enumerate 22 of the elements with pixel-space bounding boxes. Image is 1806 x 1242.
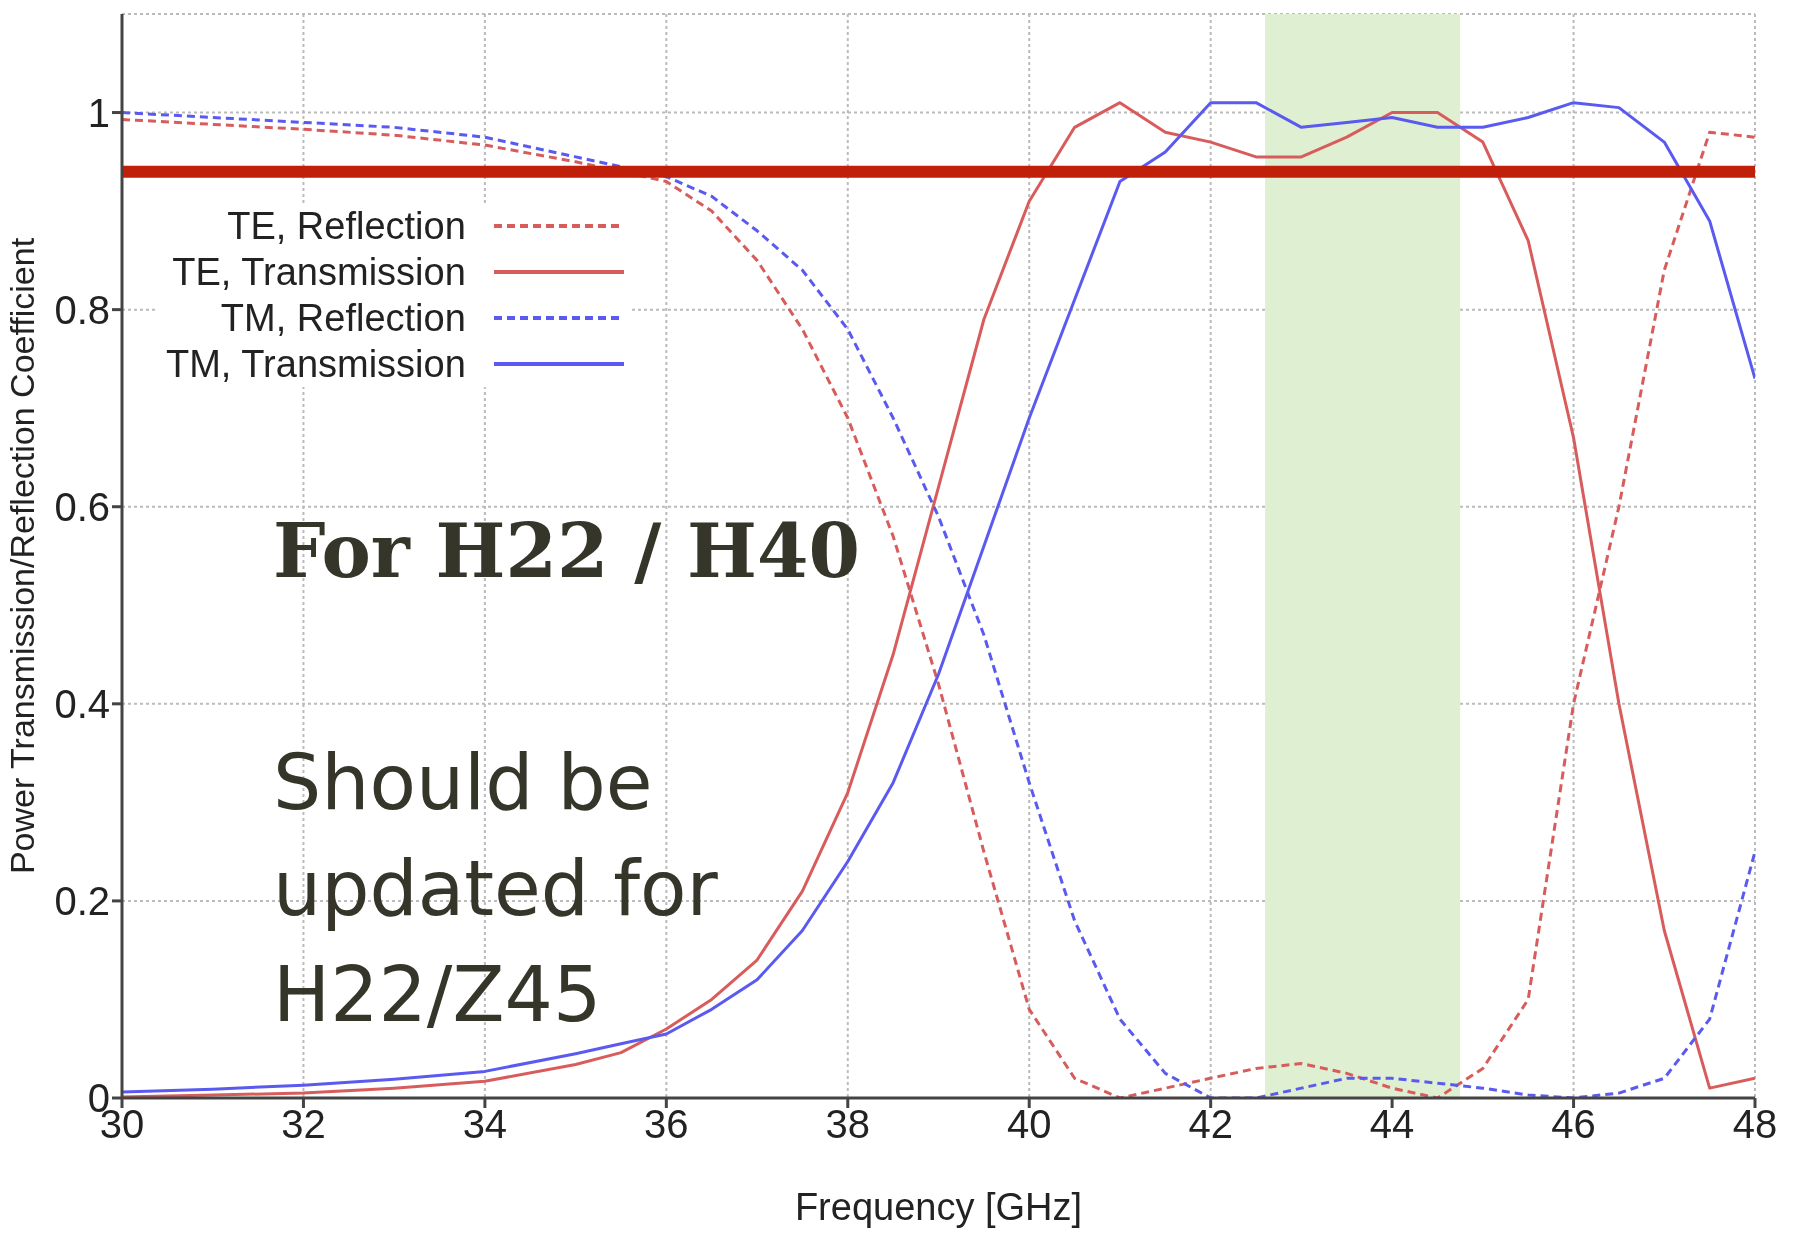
y-axis-title: Power Transmission/Reflection Coefficient [3, 237, 42, 875]
x-tick-label: 38 [825, 1102, 871, 1147]
annotation: Should be updated for H22/Z45 [273, 737, 719, 1041]
x-tick-label: 36 [644, 1102, 689, 1147]
legend-label: TM, Transmission [166, 342, 466, 386]
y-tick-label: 0.8 [54, 287, 110, 332]
x-tick-label: 42 [1188, 1102, 1233, 1147]
y-tick-label: 0.4 [54, 682, 110, 727]
y-tick-label: 0.6 [54, 484, 110, 529]
x-tick-label: 32 [281, 1102, 326, 1147]
x-tick-label: 48 [1732, 1102, 1778, 1147]
x-tick-label: 34 [462, 1102, 508, 1147]
y-tick-label: 1 [87, 90, 110, 135]
annotation: For H22 / H40 [273, 508, 860, 594]
x-tick-label: 44 [1369, 1102, 1415, 1147]
legend-label: TM, Reflection [220, 296, 466, 340]
x-tick-label: 46 [1551, 1102, 1596, 1147]
y-tick-label: 0.2 [54, 879, 110, 924]
legend-label: TE, Reflection [227, 204, 466, 248]
legend-label: TE, Transmission [172, 250, 466, 294]
x-tick-label: 40 [1006, 1102, 1052, 1147]
x-axis-title: Frequency [GHz] [794, 1186, 1083, 1228]
